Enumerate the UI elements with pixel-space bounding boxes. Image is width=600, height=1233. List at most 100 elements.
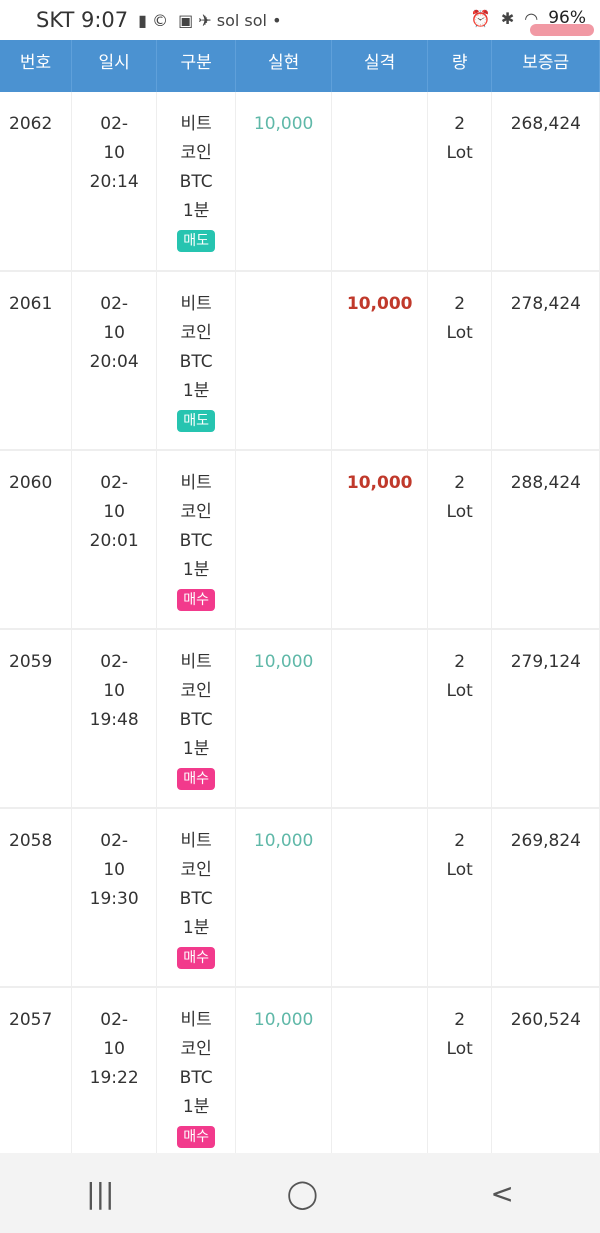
- date: 02-: [100, 1010, 129, 1030]
- item-line: 1분: [182, 560, 210, 580]
- table-row[interactable]: 2059 02- 10 19:48 비트 코인 BTC 1분 매수 10,000 2 Lot …: [0, 629, 600, 809]
- day: 10: [103, 860, 125, 880]
- date: 02-: [100, 473, 129, 493]
- trade-number: 2057: [0, 987, 72, 1167]
- item-line: 비트: [180, 831, 212, 851]
- item-line: 1분: [182, 739, 210, 759]
- item-line: BTC: [179, 352, 213, 372]
- battery-text: 96%: [548, 8, 586, 28]
- side-badge: 매도: [177, 410, 215, 432]
- item-line: 비트: [180, 114, 212, 134]
- time: 19:30: [89, 889, 139, 909]
- item-line: BTC: [179, 172, 213, 192]
- side-badge: 매수: [177, 1126, 215, 1148]
- margin-value: 269,824: [491, 808, 600, 988]
- trade-number: 2062: [0, 92, 72, 272]
- profit-value: 10,000: [235, 92, 333, 272]
- qty-unit: Lot: [446, 323, 473, 343]
- trade-number: 2061: [0, 271, 72, 451]
- clock: 9:07: [81, 8, 129, 32]
- qty-unit: Lot: [446, 860, 473, 880]
- item-line: 코인: [180, 323, 212, 343]
- table-row[interactable]: 2057 02- 10 19:22 비트 코인 BTC 1분 매수 10,000 2 Lot …: [0, 987, 600, 1167]
- column-header[interactable]: 구분: [156, 40, 236, 92]
- qty-value: 2: [454, 1010, 466, 1030]
- item-line: 1분: [182, 381, 210, 401]
- side-badge: 매수: [177, 768, 215, 790]
- margin-value: 278,424: [491, 271, 600, 451]
- trade-item: 비트 코인 BTC 1분 매수: [156, 450, 236, 630]
- margin-value: 268,424: [491, 92, 600, 272]
- qty-value: 2: [454, 473, 466, 493]
- alarm-icon: ⏰: [470, 8, 491, 28]
- item-line: 코인: [180, 502, 212, 522]
- quantity: 2 Lot: [427, 808, 493, 988]
- carrier: SKT: [36, 8, 75, 32]
- home-icon[interactable]: ◯: [286, 1176, 319, 1210]
- item-line: 1분: [182, 201, 210, 221]
- column-header[interactable]: 보증금: [491, 40, 600, 92]
- item-line: 비트: [180, 473, 212, 493]
- quantity: 2 Lot: [427, 271, 493, 451]
- trade-datetime: 02- 10 19:22: [71, 987, 158, 1167]
- table-row[interactable]: 2062 02- 10 20:14 비트 코인 BTC 1분 매도 10,000 2 Lot …: [0, 92, 600, 272]
- item-line: 1분: [182, 918, 210, 938]
- time: 19:48: [89, 710, 139, 730]
- day: 10: [103, 1039, 125, 1059]
- margin-value: 279,124: [491, 629, 600, 809]
- qty-value: 2: [454, 652, 466, 672]
- item-line: BTC: [179, 889, 213, 909]
- item-line: BTC: [179, 710, 213, 730]
- trade-datetime: 02- 10 20:01: [71, 450, 158, 630]
- date: 02-: [100, 294, 129, 314]
- profit-value: 10,000: [235, 629, 333, 809]
- loss-value: [331, 92, 428, 272]
- table-row[interactable]: 2058 02- 10 19:30 비트 코인 BTC 1분 매수 10,000 2 Lot …: [0, 808, 600, 988]
- item-line: 코인: [180, 860, 212, 880]
- watermark-logo: [530, 24, 594, 36]
- column-header[interactable]: 실격: [331, 40, 428, 92]
- table-row[interactable]: 2060 02- 10 20:01 비트 코인 BTC 1분 매수 10,000 2 Lot …: [0, 450, 600, 630]
- qty-value: 2: [454, 114, 466, 134]
- column-header[interactable]: 일시: [71, 40, 158, 92]
- wifi-icon: ◠: [524, 8, 539, 28]
- item-line: 비트: [180, 652, 212, 672]
- qty-unit: Lot: [446, 1039, 473, 1059]
- quantity: 2 Lot: [427, 629, 493, 809]
- trade-datetime: 02- 10 19:30: [71, 808, 158, 988]
- trade-datetime: 02- 10 20:04: [71, 271, 158, 451]
- item-line: 코인: [180, 143, 212, 163]
- item-line: 코인: [180, 1039, 212, 1059]
- loss-value: [331, 629, 428, 809]
- qty-unit: Lot: [446, 502, 473, 522]
- trade-number: 2058: [0, 808, 72, 988]
- day: 10: [103, 143, 125, 163]
- qty-unit: Lot: [446, 681, 473, 701]
- date: 02-: [100, 831, 129, 851]
- on-icon: ▣ ✈ sol sol •: [178, 10, 282, 30]
- item-line: 코인: [180, 681, 212, 701]
- column-header[interactable]: 실현: [235, 40, 333, 92]
- bluetooth-icon: ✱: [500, 8, 515, 28]
- quantity: 2 Lot: [427, 450, 493, 630]
- trade-history-table: 번호 일시 구분 실현 실격 량 보증금 2062 02- 10 20:14 비트 코인 BTC 1분…: [0, 40, 600, 1167]
- trade-datetime: 02- 10 19:48: [71, 629, 158, 809]
- column-header[interactable]: 량: [427, 40, 493, 92]
- loss-value: [331, 808, 428, 988]
- android-nav-bar: ||| ◯ <: [0, 1153, 600, 1233]
- trade-item: 비트 코인 BTC 1분 매수: [156, 987, 236, 1167]
- column-header[interactable]: 번호: [0, 40, 72, 92]
- time: 19:22: [89, 1068, 139, 1088]
- time: 20:14: [89, 172, 139, 192]
- item-line: BTC: [179, 1068, 213, 1088]
- back-icon[interactable]: <: [490, 1176, 514, 1210]
- side-badge: 매도: [177, 230, 215, 252]
- item-line: BTC: [179, 531, 213, 551]
- recent-apps-icon[interactable]: |||: [86, 1176, 115, 1210]
- side-badge: 매수: [177, 947, 215, 969]
- profit-value: 10,000: [235, 987, 333, 1167]
- profit-value: [235, 271, 333, 451]
- table-row[interactable]: 2061 02- 10 20:04 비트 코인 BTC 1분 매도 10,000 2 Lot …: [0, 271, 600, 451]
